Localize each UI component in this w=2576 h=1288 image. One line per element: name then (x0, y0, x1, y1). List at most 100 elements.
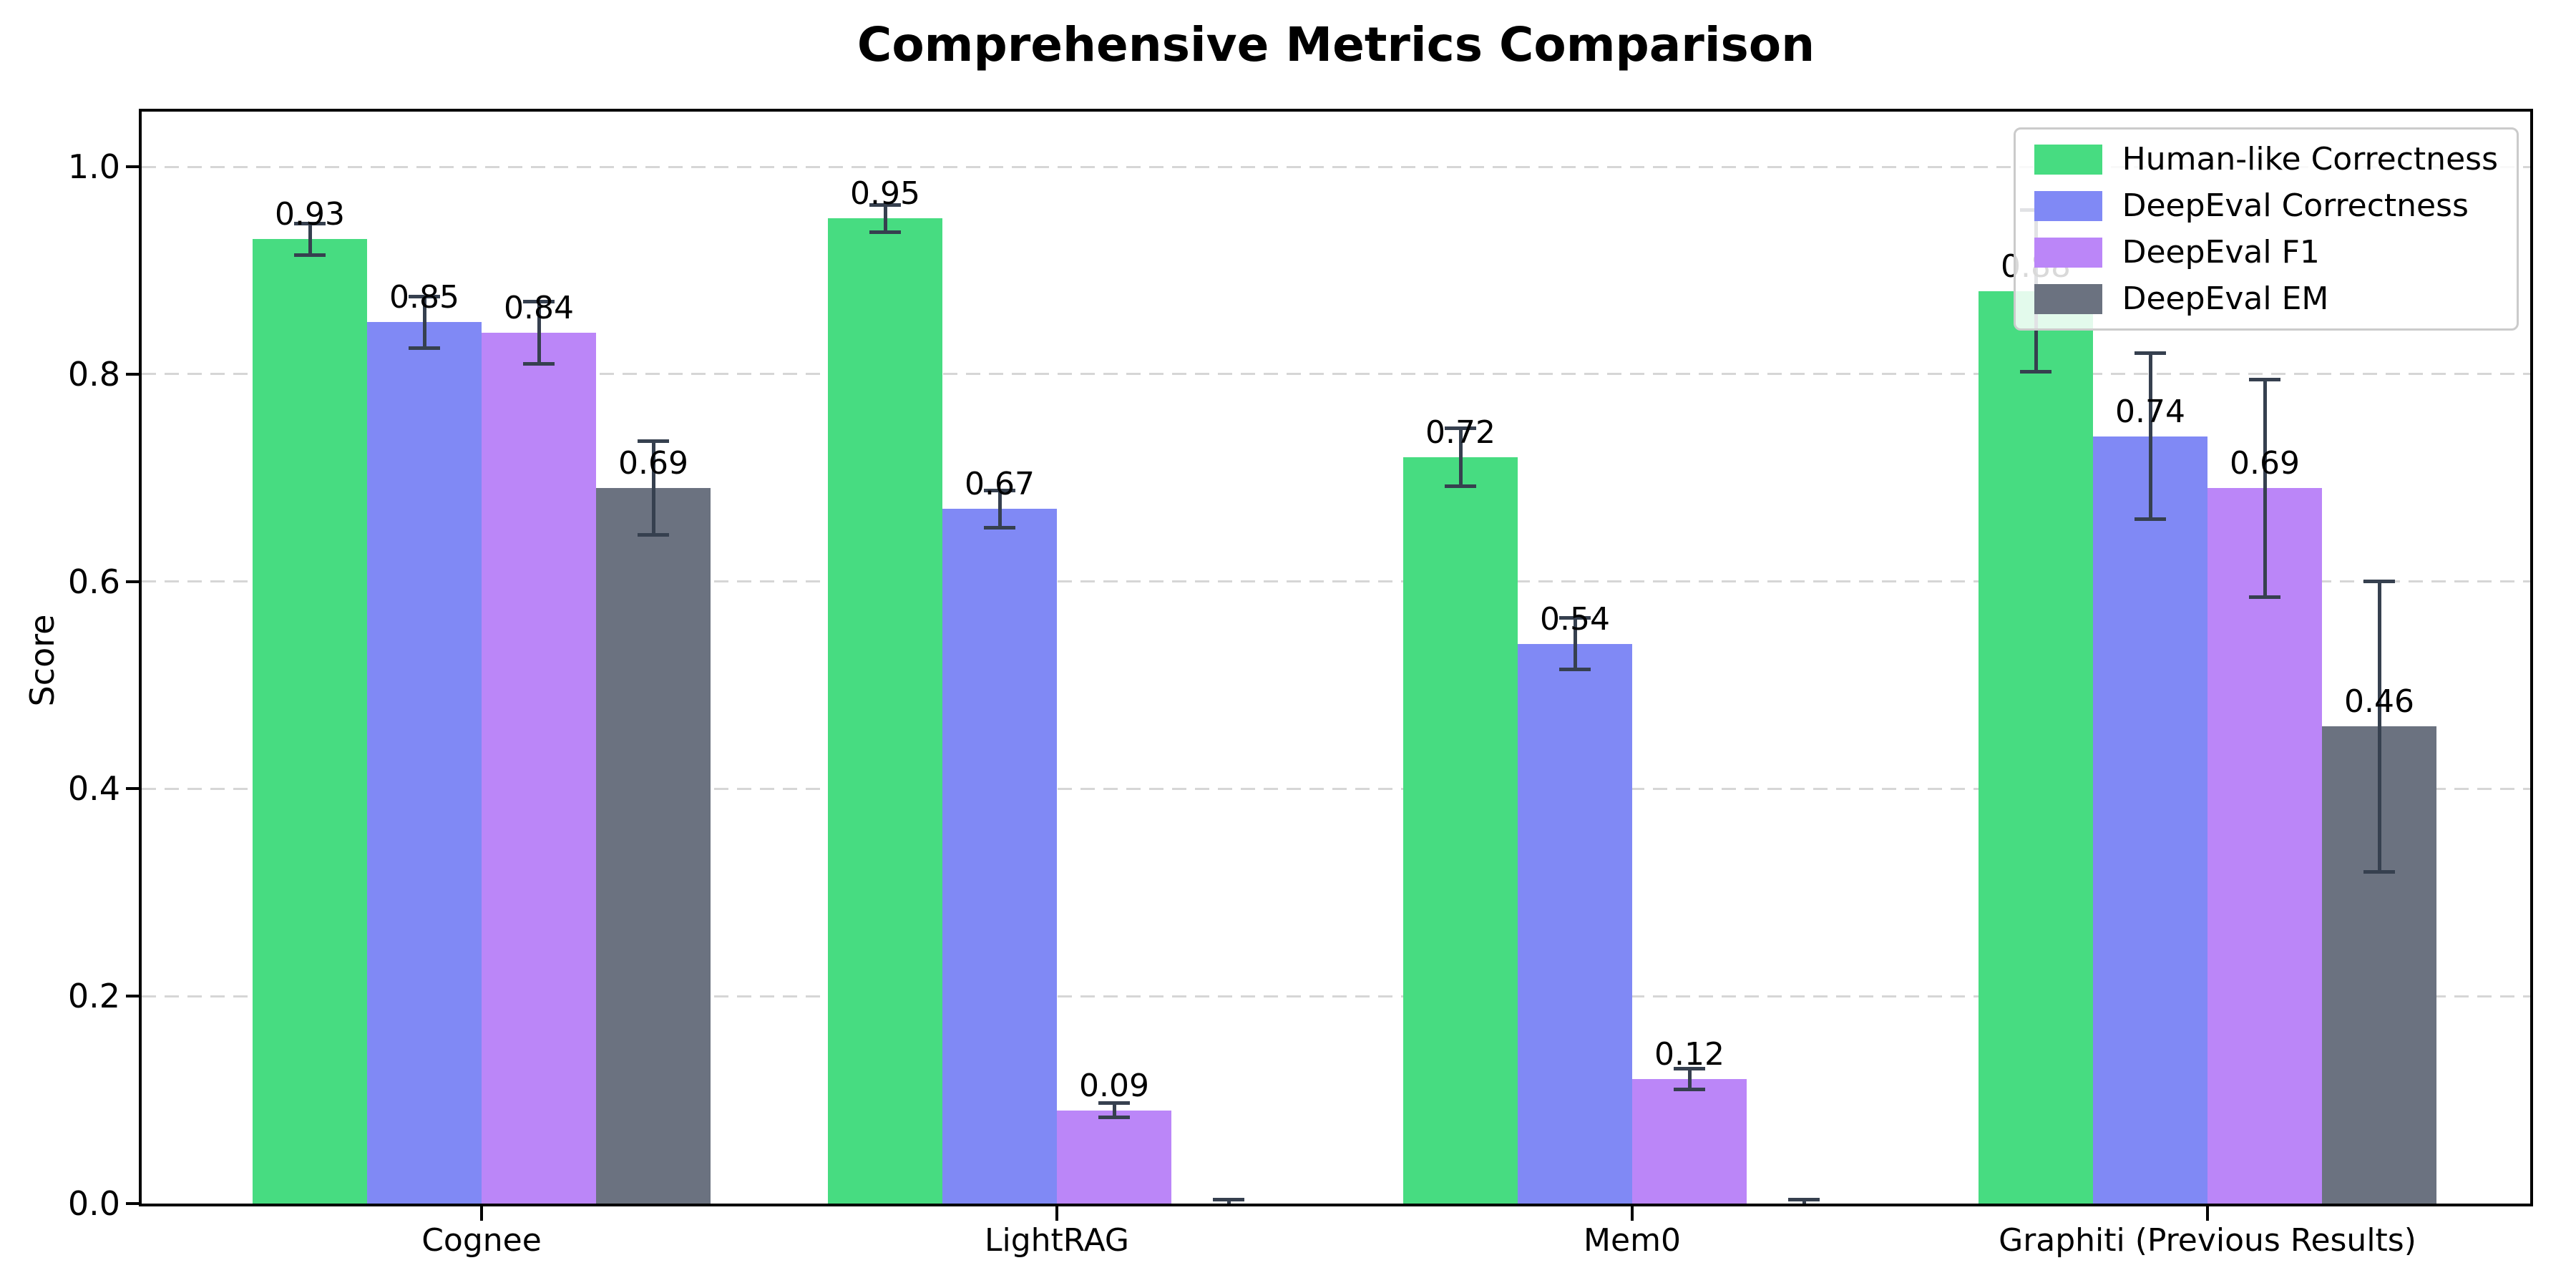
error-bar-cap-top (294, 222, 326, 226)
bar-Graphiti (Previous Results)-Human-like Correctness (1979, 291, 2093, 1204)
error-bar-cap-top (2135, 351, 2166, 356)
legend-item-DeepEval Correctness: DeepEval Correctness (2034, 187, 2498, 224)
bar-Cognee-Human-like Correctness (253, 239, 367, 1204)
x-tick-mark-Graphiti (Previous Results) (2206, 1205, 2209, 1221)
legend-label: Human-like Correctness (2122, 141, 2498, 177)
bar-LightRAG-Human-like Correctness (828, 218, 942, 1204)
bar-Mem0-Human-like Correctness (1403, 457, 1518, 1204)
error-bar-cap-bottom (2363, 869, 2395, 874)
error-bar-cap-top (523, 299, 555, 303)
bar-LightRAG-DeepEval F1 (1057, 1110, 1171, 1204)
x-category-label-Graphiti (Previous Results): Graphiti (Previous Results) (1999, 1222, 2416, 1259)
gridline-y-0.8 (142, 373, 2530, 376)
y-tick-label-0.4: 0.4 (67, 769, 120, 809)
error-bar (883, 205, 887, 233)
error-bar-cap-bottom (638, 532, 669, 537)
y-tick-label-1.0: 1.0 (67, 147, 120, 186)
bar-Cognee-DeepEval Correctness (367, 322, 482, 1204)
y-tick-label-0.2: 0.2 (67, 977, 120, 1016)
x-tick-mark-LightRAG (1055, 1205, 1058, 1221)
error-bar-cap-top (1559, 615, 1591, 620)
bar-value-label: 0.09 (1079, 1067, 1149, 1104)
legend-item-DeepEval F1: DeepEval F1 (2034, 234, 2498, 270)
bar-value-label: 0.74 (2115, 393, 2185, 430)
error-bar-cap-top (1213, 1197, 1244, 1201)
bar-Mem0-DeepEval F1 (1632, 1079, 1747, 1204)
bar-value-label: 0.85 (389, 279, 459, 316)
error-bar-cap-top (638, 439, 669, 444)
legend-swatch (2034, 283, 2102, 314)
gridline-y-0.4 (142, 787, 2530, 790)
error-bar-cap-bottom (1445, 484, 1476, 488)
error-bar-cap-top (1674, 1067, 1705, 1071)
bar-value-label: 0.54 (1540, 600, 1610, 638)
error-bar-cap-top (409, 294, 440, 298)
bar-value-label: 0.93 (275, 196, 345, 233)
error-bar-cap-bottom (294, 253, 326, 257)
bar-value-label: 0.95 (850, 175, 920, 213)
legend-item-DeepEval EM: DeepEval EM (2034, 280, 2498, 317)
error-bar-cap-bottom (1674, 1088, 1705, 1092)
y-tick-mark-0.4 (126, 787, 142, 791)
y-tick-mark-0.8 (126, 372, 142, 376)
bar-value-label: 0.46 (2344, 683, 2414, 721)
error-bar (2148, 353, 2152, 519)
error-bar-cap-top (984, 488, 1015, 492)
gridline-y-0.6 (142, 580, 2530, 583)
error-bar (997, 490, 1002, 528)
bar-Mem0-DeepEval Correctness (1518, 643, 1632, 1204)
legend-label: DeepEval Correctness (2122, 187, 2469, 224)
error-bar (422, 296, 426, 348)
error-bar-cap-bottom (2249, 595, 2280, 599)
error-bar-cap-top (1445, 426, 1476, 430)
y-tick-label-0.6: 0.6 (67, 562, 120, 601)
y-tick-label-0.8: 0.8 (67, 354, 120, 394)
error-bar (1112, 1103, 1116, 1118)
gridline-y-0.2 (142, 995, 2530, 997)
legend-swatch (2034, 190, 2102, 221)
error-bar-cap-bottom (523, 361, 555, 366)
x-tick-mark-Cognee (480, 1205, 483, 1221)
legend-swatch (2034, 144, 2102, 175)
gridline-y-1.0 (142, 165, 2530, 168)
legend-swatch (2034, 237, 2102, 268)
error-bar-cap-bottom (984, 525, 1015, 530)
legend: Human-like Correctness DeepEval Correctne… (2013, 127, 2519, 331)
error-bar (1687, 1068, 1692, 1090)
bar-Graphiti (Previous Results)-DeepEval Correctness (2093, 436, 2207, 1204)
error-bar-cap-bottom (2020, 370, 2051, 374)
error-bar (1226, 1199, 1231, 1204)
bar-value-label: 0.69 (618, 445, 688, 482)
y-axis-label: Score (23, 614, 62, 707)
error-bar (537, 301, 541, 364)
x-category-label-LightRAG: LightRAG (984, 1222, 1130, 1259)
y-tick-mark-0.6 (126, 580, 142, 583)
bar-value-label: 0.12 (1654, 1036, 1724, 1073)
error-bar-cap-top (2249, 377, 2280, 381)
error-bar-cap-bottom (1098, 1116, 1130, 1120)
error-bar (2263, 379, 2267, 597)
x-tick-mark-Mem0 (1631, 1205, 1634, 1221)
x-category-label-Mem0: Mem0 (1584, 1222, 1681, 1259)
error-bar (2377, 581, 2381, 872)
bar-value-label: 0.72 (1425, 414, 1496, 451)
legend-label: DeepEval EM (2122, 280, 2329, 317)
chart-title: Comprehensive Metrics Comparison (857, 17, 1815, 72)
error-bar (308, 223, 312, 255)
error-bar (1573, 618, 1577, 670)
error-bar-cap-top (1098, 1101, 1130, 1105)
error-bar-cap-top (2363, 580, 2395, 584)
x-category-label-Cognee: Cognee (421, 1222, 542, 1259)
legend-label: DeepEval F1 (2122, 234, 2320, 270)
bar-value-label: 0.84 (504, 289, 574, 326)
error-bar (1458, 428, 1463, 487)
bar-Graphiti (Previous Results)-DeepEval F1 (2207, 488, 2322, 1204)
error-bar-cap-top (1788, 1197, 1820, 1201)
y-tick-label-0.0: 0.0 (67, 1184, 120, 1223)
error-bar-cap-bottom (409, 346, 440, 351)
error-bar (1802, 1199, 1806, 1204)
bar-value-label: 0.69 (2230, 445, 2300, 482)
bar-Cognee-DeepEval F1 (482, 332, 596, 1204)
y-tick-mark-0.2 (126, 995, 142, 998)
